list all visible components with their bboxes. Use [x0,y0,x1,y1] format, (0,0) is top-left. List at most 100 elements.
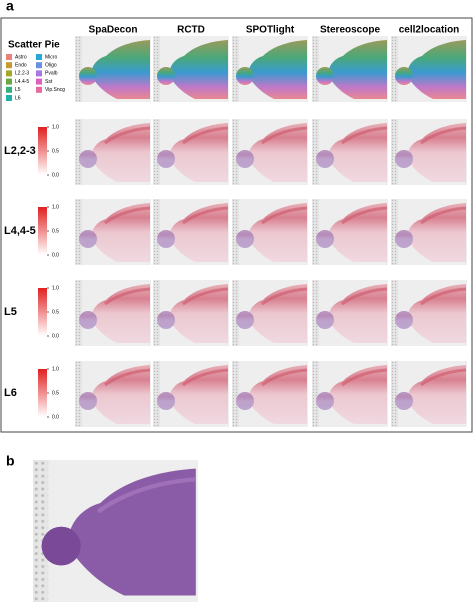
section-image [312,119,388,185]
colorbar [38,369,47,417]
capture-strip [232,280,239,346]
section-image [312,361,388,427]
column-header: cell2location [399,25,460,36]
capture-strip [232,119,239,185]
olfactory-region [236,230,254,248]
colorbar-tick-label: 0.0 [52,252,59,258]
olfactory-region [316,311,334,329]
capture-strip [312,361,319,427]
capture-strip [312,119,319,185]
section-image [153,199,229,265]
section-image [232,119,308,185]
section-image [33,460,198,602]
colorbar-tick-label: 1.0 [52,285,59,291]
section-image [75,119,151,185]
tissue-band [261,368,308,387]
capture-strip [232,199,239,265]
colorbar-tick-label: 1.0 [52,204,59,210]
capture-strip [391,361,398,427]
tissue-band [182,126,229,145]
colorbar-tick-label: 0.5 [52,390,59,396]
section-image [153,280,229,346]
legend-swatch [6,62,12,69]
olfactory-region [79,392,97,410]
section-image [75,280,151,346]
tissue-band [420,368,467,387]
tissue-band [341,368,388,387]
section-image [232,36,308,102]
tissue-band [341,287,388,306]
colorbar-tick-label: 0.0 [52,172,59,178]
legend-swatch [36,54,42,60]
capture-strip [312,199,319,265]
legend-swatch [36,70,42,77]
capture-strip [232,361,239,427]
capture-strip [312,280,319,346]
colorbar-tick-label: 0.5 [52,228,59,234]
legend-swatch [36,86,42,93]
tissue-band [261,206,308,225]
olfactory-region [79,230,97,248]
column-header: SpaDecon [89,25,138,36]
tissue-band [182,287,229,306]
tissue-band [420,287,467,306]
legend-swatch [6,54,12,60]
column-header: RCTD [177,25,205,36]
capture-strip [153,280,160,346]
legend-swatch [6,86,12,93]
capture-strip [75,36,82,102]
legend-label: Vip.Sncg [45,87,65,93]
tissue-band [182,368,229,387]
section-image [153,119,229,185]
legend-label: Astro [15,54,27,60]
legend-label: L4.4-5 [15,79,29,85]
section-image [232,361,308,427]
olfactory-region [157,230,175,248]
tissue-band [261,287,308,306]
tissue-band [261,126,308,145]
section-image [391,36,467,102]
olfactory-region [79,150,97,168]
olfactory-region [395,311,413,329]
legend-label: Pvalb [45,71,58,77]
capture-strip [153,36,160,102]
section-image [153,36,229,102]
legend-swatch [36,62,42,69]
tissue-band [104,206,151,225]
row-label: L6 [4,387,17,399]
tissue-band [104,287,151,306]
section-image [391,119,467,185]
legend-label: Endo [15,63,27,69]
legend-label: Oligo [45,63,57,69]
section-image [312,199,388,265]
capture-strip [153,119,160,185]
section-image [232,199,308,265]
capture-strip [391,280,398,346]
tissue-band [341,126,388,145]
legend-swatch [36,78,42,85]
row-label: L2,2-3 [4,145,36,157]
section-image [75,361,151,427]
section-image [391,280,467,346]
olfactory-region [316,230,334,248]
colorbar [38,207,47,255]
legend-swatch [6,78,12,85]
column-header: Stereoscope [320,25,380,36]
panel-label: a [6,0,14,14]
colorbar-tick-label: 0.5 [52,309,59,315]
legend-swatch [6,70,12,77]
capture-strip [153,199,160,265]
column-header: SPOTlight [246,25,295,36]
section-image [312,36,388,102]
olfactory-region [79,311,97,329]
olfactory-region [157,392,175,410]
section-image [75,199,151,265]
colorbar-tick-label: 0.0 [52,333,59,339]
section-image [75,36,151,102]
section-image [153,361,229,427]
legend-label: L2.2-3 [15,71,29,77]
section-image [391,361,467,427]
colorbar [38,127,47,175]
olfactory-region [157,311,175,329]
olfactory-region [395,150,413,168]
